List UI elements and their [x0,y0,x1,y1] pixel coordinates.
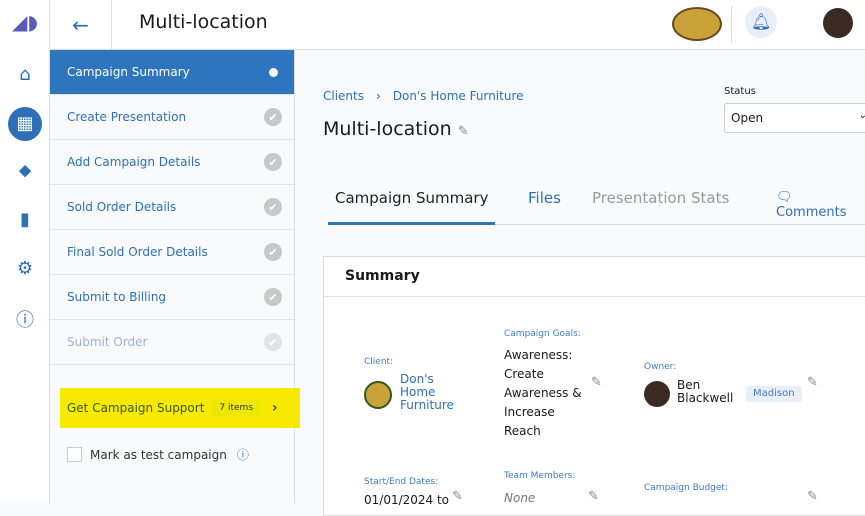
main-content: Clients › Don's Home Furniture Multi-locat… [296,51,865,516]
home-icon[interactable]: ⌂ [19,64,31,85]
edit-pencil-icon[interactable]: ✎ [457,124,469,139]
chevron-down-icon: ⌄ [858,110,865,121]
step-campaign-summary[interactable]: Campaign Summary [50,50,294,95]
breadcrumb: Clients › Don's Home Furniture [323,89,524,103]
summary-card: Summary Client: Don's Home Furniture Cam… [323,256,865,516]
chevron-right-icon: › [272,400,278,416]
tag-icon[interactable]: ⬥ [18,160,32,181]
back-arrow-icon[interactable]: ← [50,0,112,50]
user-avatar[interactable] [823,8,853,38]
get-campaign-support-button[interactable]: Get Campaign Support 7 items › [60,388,300,428]
tab-presentation-stats[interactable]: Presentation Stats [592,189,730,207]
step-submit-to-billing[interactable]: Submit to Billing ✔ [50,275,294,320]
comments-button[interactable]: 🗨︎ Comments [776,190,847,220]
tab-campaign-summary[interactable]: Campaign Summary [328,189,496,225]
info-icon[interactable]: ⓘ [236,448,249,462]
tab-files[interactable]: Files [528,189,561,207]
check-icon: ✔ [264,243,282,261]
dashboard-icon[interactable]: ▦ [8,107,42,141]
check-icon: ✔ [264,198,282,216]
test-campaign-checkbox[interactable] [67,447,82,462]
step-add-campaign-details[interactable]: Add Campaign Details ✔ [50,140,294,185]
check-icon: ✔ [264,108,282,126]
items-badge: 7 items [212,400,261,416]
client-logo [364,381,392,409]
edit-pencil-icon[interactable]: ✎ [452,489,463,504]
nav-rail: ◢◗ ⌂ ▦ ⬥ ▮ ⚙ ⓘ [0,0,50,503]
edit-pencil-icon[interactable]: ✎ [588,489,599,504]
chart-icon[interactable]: ▮ [20,209,30,230]
edit-pencil-icon[interactable]: ✎ [807,375,818,390]
check-icon: ✔ [264,288,282,306]
steps-sidebar: Campaign Summary Create Presentation ✔ Ad… [50,50,300,503]
step-final-sold-order-details[interactable]: Final Sold Order Details ✔ [50,230,294,275]
edit-pencil-icon[interactable]: ✎ [591,375,602,390]
step-create-presentation[interactable]: Create Presentation ✔ [50,95,294,140]
step-sold-order-details[interactable]: Sold Order Details ✔ [50,185,294,230]
bell-icon[interactable]: 🔔︎ [745,6,777,38]
gear-icon[interactable]: ⚙ [16,258,34,279]
check-icon: ✔ [264,153,282,171]
page-title: Multi-location ✎ [323,118,469,140]
status-select[interactable]: Open ⌄ [724,103,865,133]
step-submit-order: Submit Order ✔ [50,320,294,365]
logo-icon: ◢◗ [12,10,38,34]
edit-pencil-icon[interactable]: ✎ [807,489,818,504]
top-header: ← Multi-location 🔔︎ [50,0,865,50]
owner-avatar [644,381,670,407]
help-icon[interactable]: ⓘ [16,310,34,331]
header-title: Multi-location [139,11,268,33]
owner-location-tag: Madison [746,386,802,402]
client-logo [672,7,722,41]
check-icon: ✔ [264,333,282,351]
